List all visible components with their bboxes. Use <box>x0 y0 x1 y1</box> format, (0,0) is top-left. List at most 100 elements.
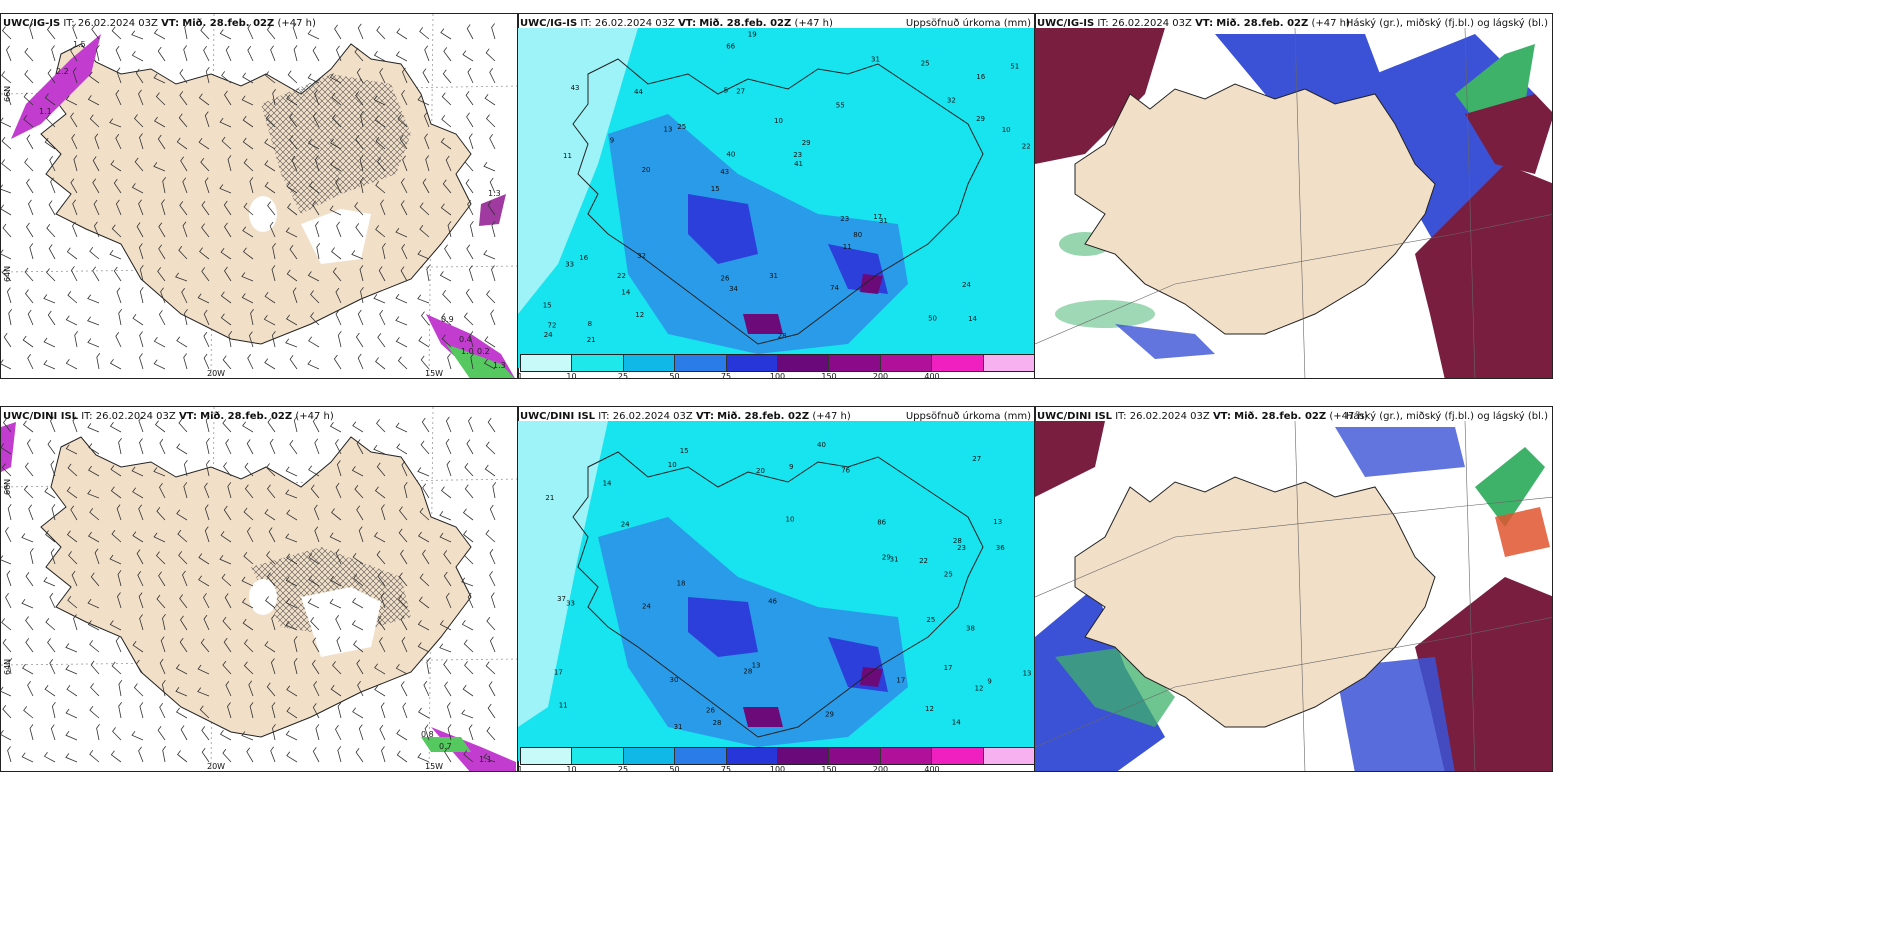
precip-value: 31 <box>871 55 880 63</box>
wind-barb <box>70 112 78 128</box>
wind-barb <box>138 243 144 260</box>
wind-barb <box>419 573 430 587</box>
wind-barb <box>115 45 122 62</box>
wind-barb <box>132 314 144 326</box>
wind-barb <box>286 94 298 106</box>
cloud-title: Háský (gr.), miðský (fj.bl.) og lágský (… <box>1345 18 1548 29</box>
wind-barb <box>330 138 342 150</box>
wind-barb <box>157 267 166 282</box>
wind-barb <box>467 592 474 609</box>
wind-barb <box>89 640 100 653</box>
precip-value: 44 <box>634 88 643 96</box>
wind-barb <box>3 332 12 348</box>
wind-barb <box>487 200 496 216</box>
wind-barb <box>489 571 496 587</box>
wind-barb <box>153 359 166 370</box>
wind-barb <box>94 548 100 565</box>
precip-value: 29 <box>882 554 891 562</box>
wind-barb <box>28 504 34 521</box>
precip-map-bottom: 17 13 9 10 11 15 28 30 27 24 36 21 25 28 17 14 12 10 13 23 3… <box>518 421 1035 761</box>
wind-barb <box>357 23 364 40</box>
wind-barb <box>424 724 430 741</box>
precip-value: 25 <box>944 570 953 578</box>
wind-barb <box>293 45 298 62</box>
wind-barb <box>417 620 430 631</box>
precip-value: 40 <box>726 151 735 159</box>
wind-barb <box>331 508 342 521</box>
wind-barb <box>2 704 12 719</box>
wind-barb <box>89 114 100 128</box>
wind-barb <box>420 311 430 326</box>
wind-barb <box>374 685 386 697</box>
wind-barb <box>65 753 78 763</box>
colorbar-tick: 50 <box>669 372 680 379</box>
wind-barb <box>139 133 144 150</box>
wind-barb <box>241 272 254 282</box>
contour-label: 1.1 <box>39 107 52 116</box>
wind-barb <box>351 466 364 477</box>
wind-barb <box>335 177 342 194</box>
wind-barb <box>5 527 12 543</box>
precip-value: 29 <box>976 115 985 123</box>
wind-barb <box>336 45 342 62</box>
lat-label: 64N <box>3 265 12 282</box>
wind-barb <box>468 416 474 433</box>
precip-value: 10 <box>668 461 677 469</box>
wind-barb <box>197 687 210 697</box>
wind-barb <box>118 308 123 326</box>
colorbar-tick: 150 <box>821 372 837 379</box>
lon-label: 15W <box>425 762 444 771</box>
wind-barb <box>462 508 474 521</box>
wind-barb <box>420 355 430 370</box>
wind-barb <box>219 29 232 40</box>
wind-barb <box>72 416 78 433</box>
wind-barb <box>360 287 364 304</box>
wind-barb <box>6 45 12 62</box>
wind-barb <box>155 92 166 106</box>
wind-barb <box>312 637 320 653</box>
wind-map-bottom: 0.8 0.7 1.1 <box>1 407 518 771</box>
wind-barb <box>439 643 452 653</box>
wind-barb <box>486 290 496 304</box>
wind-barb <box>180 156 188 172</box>
wind-barb <box>272 88 277 106</box>
wind-barb <box>331 247 342 260</box>
wind-barb <box>360 111 364 128</box>
colorbar-tick: 200 <box>872 765 889 772</box>
wind-barb <box>26 134 34 150</box>
wind-barb <box>246 747 254 763</box>
wind-barb <box>314 438 320 455</box>
wind-barb <box>157 46 166 62</box>
wind-barb <box>400 200 408 216</box>
wind-barb <box>89 705 100 719</box>
wind-barb <box>441 334 452 348</box>
wind-barb <box>175 687 188 697</box>
wind-barb <box>468 265 474 282</box>
wind-barb <box>131 30 144 40</box>
wind-barb <box>139 287 144 304</box>
wind-barb <box>112 727 122 741</box>
wind-barb <box>132 487 144 499</box>
wind-barb <box>22 663 34 675</box>
precip-value: 14 <box>603 480 612 488</box>
precip-value: 66 <box>726 43 735 51</box>
wind-barb <box>200 157 210 172</box>
wind-barb <box>467 67 474 84</box>
wind-barb <box>265 71 276 84</box>
wind-barb <box>109 358 122 370</box>
wind-barb <box>381 746 386 763</box>
wind-barb <box>139 353 144 370</box>
precip-value: 13 <box>993 518 1002 526</box>
wind-barb <box>285 227 298 238</box>
colorbar-tick: 1 <box>517 372 523 379</box>
wind-barb <box>440 203 452 216</box>
wind-barb <box>8 308 13 326</box>
wind-barb <box>25 616 34 631</box>
wind-barb <box>72 23 78 40</box>
wind-barb <box>139 438 144 455</box>
wind-barb <box>44 684 56 697</box>
precip-title: Uppsöfnuð úrkoma (mm) <box>905 411 1031 422</box>
wind-barb <box>118 437 122 455</box>
wind-barb <box>66 486 78 499</box>
wind-barb <box>400 178 408 194</box>
